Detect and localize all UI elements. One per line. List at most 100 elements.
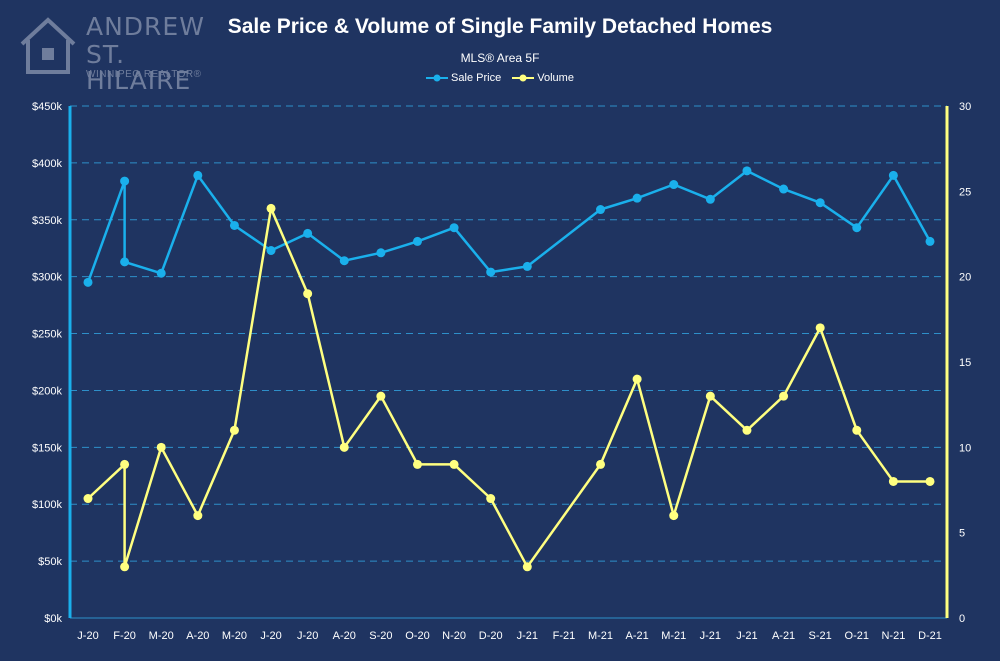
- volume-point: [229, 425, 239, 435]
- x-axis-tick-label: J-21: [736, 630, 757, 642]
- volume-point: [669, 511, 679, 521]
- x-axis-tick-label: D-21: [918, 630, 942, 642]
- sale-price-point: [120, 257, 130, 267]
- volume-point: [83, 494, 93, 504]
- volume-point: [120, 459, 130, 469]
- sale-price-point: [779, 184, 789, 194]
- legend-label-sale-price: Sale Price: [451, 72, 502, 84]
- x-axis-tick-label: J-20: [297, 630, 318, 642]
- volume-series-line: [87, 207, 930, 569]
- sale-price-legend-marker-icon: [426, 74, 449, 82]
- sale-price-point: [742, 166, 752, 176]
- volume-point: [120, 562, 130, 572]
- volume-point: [888, 476, 898, 486]
- volume-point: [339, 442, 349, 452]
- volume-point: [852, 425, 862, 435]
- x-axis-tick-label: O-20: [405, 630, 429, 642]
- x-axis-tick-label: N-21: [881, 630, 905, 642]
- volume-point: [779, 391, 789, 401]
- x-axis-tick-label: A-21: [772, 630, 795, 642]
- sale-price-point: [888, 170, 898, 180]
- x-axis-tick-label: A-21: [626, 630, 649, 642]
- sale-price-point: [376, 248, 386, 258]
- volume-point: [376, 391, 386, 401]
- x-axis-tick-label: M-20: [149, 630, 174, 642]
- left-axis-tick-label: $250k: [32, 329, 62, 341]
- right-axis-tick-label: 25: [959, 186, 971, 198]
- left-axis-tick-label: $150k: [32, 442, 62, 454]
- volume-point: [742, 425, 752, 435]
- sale-price-point: [303, 228, 313, 238]
- legend-item-volume: Volume: [512, 72, 574, 84]
- sale-price-point: [339, 256, 349, 266]
- x-axis-tick-label: J-20: [260, 630, 281, 642]
- sale-price-point: [486, 267, 496, 277]
- volume-point: [632, 374, 642, 384]
- x-axis-tick-label: J-21: [517, 630, 538, 642]
- sale-price-point: [815, 198, 825, 208]
- x-axis-tick-label: A-20: [186, 630, 209, 642]
- legend-label-volume: Volume: [537, 72, 574, 84]
- volume-point: [522, 562, 532, 572]
- volume-point: [705, 391, 715, 401]
- sale-price-point: [229, 220, 239, 230]
- x-axis-tick-label: F-21: [553, 630, 576, 642]
- logo-name-first: ANDREW: [86, 12, 205, 41]
- volume-point: [193, 511, 203, 521]
- x-axis-tick-label: A-20: [333, 630, 356, 642]
- sale-price-point: [705, 194, 715, 204]
- x-axis-tick-label: D-20: [479, 630, 503, 642]
- right-axis-tick-label: 10: [959, 442, 971, 454]
- x-axis-tick-label: S-20: [369, 630, 392, 642]
- sale-price-point: [925, 236, 935, 246]
- sale-price-point: [266, 245, 276, 255]
- sale-price-point: [669, 180, 679, 190]
- chart-title: Sale Price & Volume of Single Family Det…: [227, 15, 773, 38]
- x-axis-tick-label: N-20: [442, 630, 466, 642]
- legend-item-sale-price: Sale Price: [426, 72, 501, 84]
- sale-price-point: [632, 193, 642, 203]
- house-logo-icon: [20, 17, 76, 74]
- realtor-logo: ANDREW ST. HILAIRE WINNIPEG REALTOR®: [18, 10, 218, 94]
- volume-legend-marker-icon: [512, 74, 535, 82]
- left-axis-tick-label: $200k: [32, 385, 62, 397]
- volume-point: [486, 494, 496, 504]
- chart-legend: Sale Price Volume: [0, 72, 1000, 85]
- volume-point: [156, 442, 166, 452]
- volume-point: [596, 459, 606, 469]
- volume-point: [925, 476, 935, 486]
- left-axis-tick-label: $400k: [32, 158, 62, 170]
- sale-price-point: [522, 261, 532, 271]
- logo-tagline: WINNIPEG REALTOR®: [86, 69, 202, 80]
- left-axis-tick-label: $300k: [32, 272, 62, 284]
- x-axis-tick-label: M-20: [222, 630, 247, 642]
- right-axis-tick-label: 5: [959, 528, 965, 540]
- x-axis-tick-label: S-21: [809, 630, 832, 642]
- sale-price-point: [156, 268, 166, 278]
- chart-subtitle: MLS® Area 5F: [460, 51, 540, 65]
- left-axis-tick-label: $50k: [38, 556, 62, 568]
- sale-price-point: [193, 170, 203, 180]
- sale-price-point: [120, 176, 130, 186]
- right-axis-tick-label: 0: [959, 613, 965, 625]
- sale-price-point: [412, 236, 422, 246]
- x-axis-tick-label: M-21: [588, 630, 613, 642]
- left-axis-tick-label: $100k: [32, 499, 62, 511]
- sale-price-point: [83, 277, 93, 287]
- sale-price-point: [852, 223, 862, 233]
- x-axis-tick-label: J-20: [77, 630, 98, 642]
- left-axis-tick-label: $450k: [32, 101, 62, 113]
- x-axis-tick-label: F-20: [113, 630, 136, 642]
- logo-name-last: ST. HILAIRE: [86, 40, 192, 95]
- right-axis-tick-label: 30: [959, 101, 971, 113]
- volume-point: [815, 323, 825, 333]
- volume-point: [266, 203, 276, 213]
- x-axis-tick-label: O-21: [845, 630, 869, 642]
- sale-price-point: [449, 223, 459, 233]
- x-axis-tick-label: M-21: [661, 630, 686, 642]
- sale-price-series-line: [86, 169, 932, 283]
- left-axis-tick-label: $350k: [32, 215, 62, 227]
- volume-point: [412, 459, 422, 469]
- volume-point: [449, 459, 459, 469]
